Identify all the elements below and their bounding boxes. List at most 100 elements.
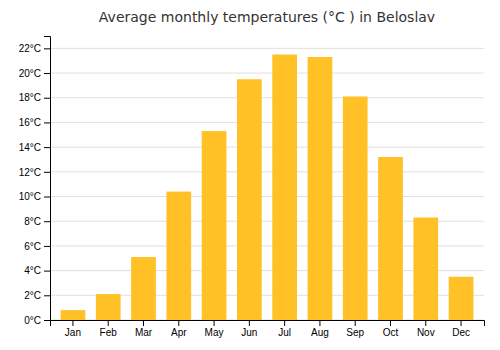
y-tick-label: 16°C	[19, 117, 41, 128]
x-tick-label: Jul	[278, 327, 291, 338]
y-tick-label: 8°C	[24, 216, 41, 227]
x-tick: Mar	[135, 320, 153, 338]
x-tick: Jan	[65, 320, 81, 338]
x-tick-label: Nov	[417, 327, 435, 338]
x-tick-mark	[319, 320, 320, 326]
x-tick-label: Apr	[171, 327, 187, 338]
y-tick-label: 2°C	[24, 290, 41, 301]
x-tick-mark	[108, 320, 109, 326]
y-tick-mark	[44, 73, 50, 74]
y-tick: 14°C	[19, 142, 50, 153]
x-tick-label: Aug	[311, 327, 329, 338]
bar	[343, 97, 368, 320]
bars	[61, 55, 474, 320]
y-tick-label: 18°C	[19, 92, 41, 103]
y-tick-label: 22°C	[19, 43, 41, 54]
grid-line	[50, 73, 484, 74]
y-tick-label: 10°C	[19, 191, 41, 202]
y-tick-mark	[44, 48, 50, 49]
x-tick: May	[205, 320, 224, 338]
y-tick: 16°C	[19, 117, 50, 128]
x-tick-mark	[214, 320, 215, 326]
x-tick-label: Sep	[346, 327, 364, 338]
bar	[378, 157, 403, 320]
y-tick: 10°C	[19, 191, 50, 202]
x-tick-label: Feb	[100, 327, 118, 338]
bar	[166, 192, 191, 320]
y-tick-label: 0°C	[24, 315, 41, 326]
y-tick-label: 20°C	[19, 68, 41, 79]
y-tick: 6°C	[24, 241, 50, 252]
title: Average monthly temperatures (°C ) in Be…	[99, 9, 435, 25]
chart: 0°C 2°C 4°C 6°C 8°C 10°C 12°C 14°C 16°C 18°C 20°C 2…	[0, 0, 500, 350]
x-tick: Nov	[417, 320, 435, 338]
y-tick-mark	[44, 122, 50, 123]
x-tick: Apr	[171, 320, 187, 338]
bar	[449, 277, 474, 320]
y-tick: 4°C	[24, 265, 50, 276]
x-tick-label: Jun	[241, 327, 257, 338]
grid	[50, 48, 484, 320]
x-tick: Feb	[100, 320, 118, 338]
y-tick: 22°C	[19, 43, 50, 54]
x-tick: Aug	[311, 320, 329, 338]
grid-line	[50, 196, 484, 197]
y-tick-mark	[44, 172, 50, 173]
x-tick-mark	[72, 320, 73, 326]
grid-line	[50, 48, 484, 49]
grid-line	[50, 171, 484, 172]
y-tick: 18°C	[19, 92, 50, 103]
bar	[96, 294, 121, 320]
x-tick: Jun	[241, 320, 257, 338]
bar	[308, 57, 333, 320]
y-tick-mark	[44, 246, 50, 247]
y-tick-label: 6°C	[24, 241, 41, 252]
x-tick: Dec	[452, 320, 470, 338]
y-tick: 20°C	[19, 68, 50, 79]
plot: 0°C 2°C 4°C 6°C 8°C 10°C 12°C 14°C 16°C 18°C 20°C 2…	[19, 37, 485, 339]
x-tick-mark	[249, 320, 250, 326]
grid-line	[50, 97, 484, 98]
bar	[413, 218, 438, 320]
x-tick-mark	[390, 320, 391, 326]
x-tick-label: Dec	[452, 327, 470, 338]
y-tick-mark	[44, 221, 50, 222]
bar	[131, 257, 156, 320]
y-tick-label: 4°C	[24, 265, 41, 276]
x-tick: Oct	[383, 320, 399, 338]
x-axis-line	[51, 321, 485, 327]
bar	[61, 310, 86, 320]
x-tick-mark	[355, 320, 356, 326]
y-tick-mark	[44, 295, 50, 296]
y-tick-mark	[44, 197, 50, 198]
x-tick-label: May	[205, 327, 224, 338]
x-tick-mark	[461, 320, 462, 326]
y-tick-mark	[44, 320, 50, 321]
y-tick-mark	[44, 98, 50, 99]
grid-line	[50, 147, 484, 148]
y-axis: 0°C 2°C 4°C 6°C 8°C 10°C 12°C 14°C 16°C 18°C 20°C 2…	[19, 37, 51, 326]
y-tick-label: 12°C	[19, 167, 41, 178]
x-tick: Jul	[278, 320, 291, 338]
bar	[237, 79, 262, 320]
bar	[202, 131, 227, 320]
y-axis-line	[44, 37, 51, 321]
x-tick-mark	[284, 320, 285, 326]
x-tick-label: Mar	[135, 327, 153, 338]
grid-line	[50, 122, 484, 123]
x-tick-mark	[425, 320, 426, 326]
x-tick: Sep	[346, 320, 364, 338]
x-tick-mark	[178, 320, 179, 326]
y-tick-mark	[44, 271, 50, 272]
x-axis: Jan Feb Mar Apr May Jun Jul Aug Sep Oct Nov Dec	[51, 320, 485, 338]
y-tick-mark	[44, 147, 50, 148]
x-tick-label: Jan	[65, 327, 81, 338]
y-tick: 2°C	[24, 290, 50, 301]
x-tick-mark	[143, 320, 144, 326]
bar	[272, 55, 297, 320]
y-tick: 8°C	[24, 216, 50, 227]
y-tick-label: 14°C	[19, 142, 41, 153]
y-tick: 0°C	[24, 315, 50, 326]
y-tick: 12°C	[19, 167, 50, 178]
x-tick-label: Oct	[383, 327, 399, 338]
